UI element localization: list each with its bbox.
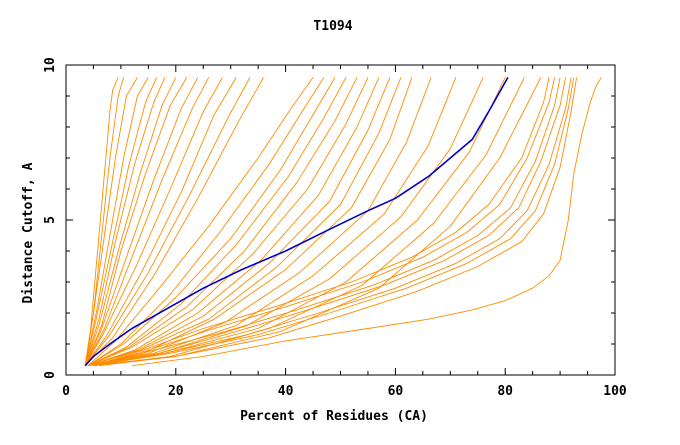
series-line-4 [84,77,149,366]
series-line-30 [93,77,542,367]
x-tick-label: 40 [278,384,294,399]
x-tick-label: 20 [168,384,184,399]
series-line-16 [87,77,325,367]
highlight-series-line [84,77,509,367]
series-line-25 [87,77,432,367]
series-line-37 [98,77,578,367]
series-line-18 [87,77,347,367]
series-line-35 [93,77,572,367]
series-line-20 [87,77,369,367]
plot-frame [65,64,616,376]
y-tick-label: 10 [43,57,58,73]
series-line-10 [84,77,210,366]
series-line-14 [84,77,264,367]
x-tick-label: 100 [603,384,627,399]
series-line-5 [84,77,158,366]
tick-labels: 0 20 40 60 80 100 0 5 10 [43,57,627,399]
series-line-21 [87,77,380,367]
series-line-17 [87,77,336,367]
series-line-23 [87,77,402,367]
chart-title: T1094 [313,19,352,34]
series-line-6 [84,77,166,366]
series-line-7 [84,77,177,366]
series-line-19 [87,77,358,367]
series-line-26 [87,77,457,367]
series-line-31 [93,77,550,367]
series-line-13 [84,77,251,366]
series-line-12 [84,77,237,366]
axis-ticks [65,64,616,376]
series-line-22 [87,77,391,367]
y-axis-label: Distance Cutoff, A [21,162,36,303]
series-line-1 [84,77,119,366]
series-line-8 [84,77,188,366]
plot-lines [84,77,602,367]
series-line-29 [93,77,525,367]
series-line-9 [84,77,199,366]
x-tick-label: 80 [497,384,513,399]
y-tick-label: 5 [43,216,58,224]
x-tick-label: 60 [388,384,404,399]
series-line-36 [93,77,575,367]
series-line-24 [87,77,413,367]
series-line-34 [93,77,567,367]
y-tick-label: 0 [43,371,58,379]
series-line-38 [131,77,602,367]
series-line-33 [93,77,561,367]
series-line-32 [93,77,556,367]
series-line-11 [84,77,223,366]
x-tick-label: 0 [62,384,70,399]
series-line-3 [84,77,138,366]
x-axis-label: Percent of Residues (CA) [240,409,428,424]
